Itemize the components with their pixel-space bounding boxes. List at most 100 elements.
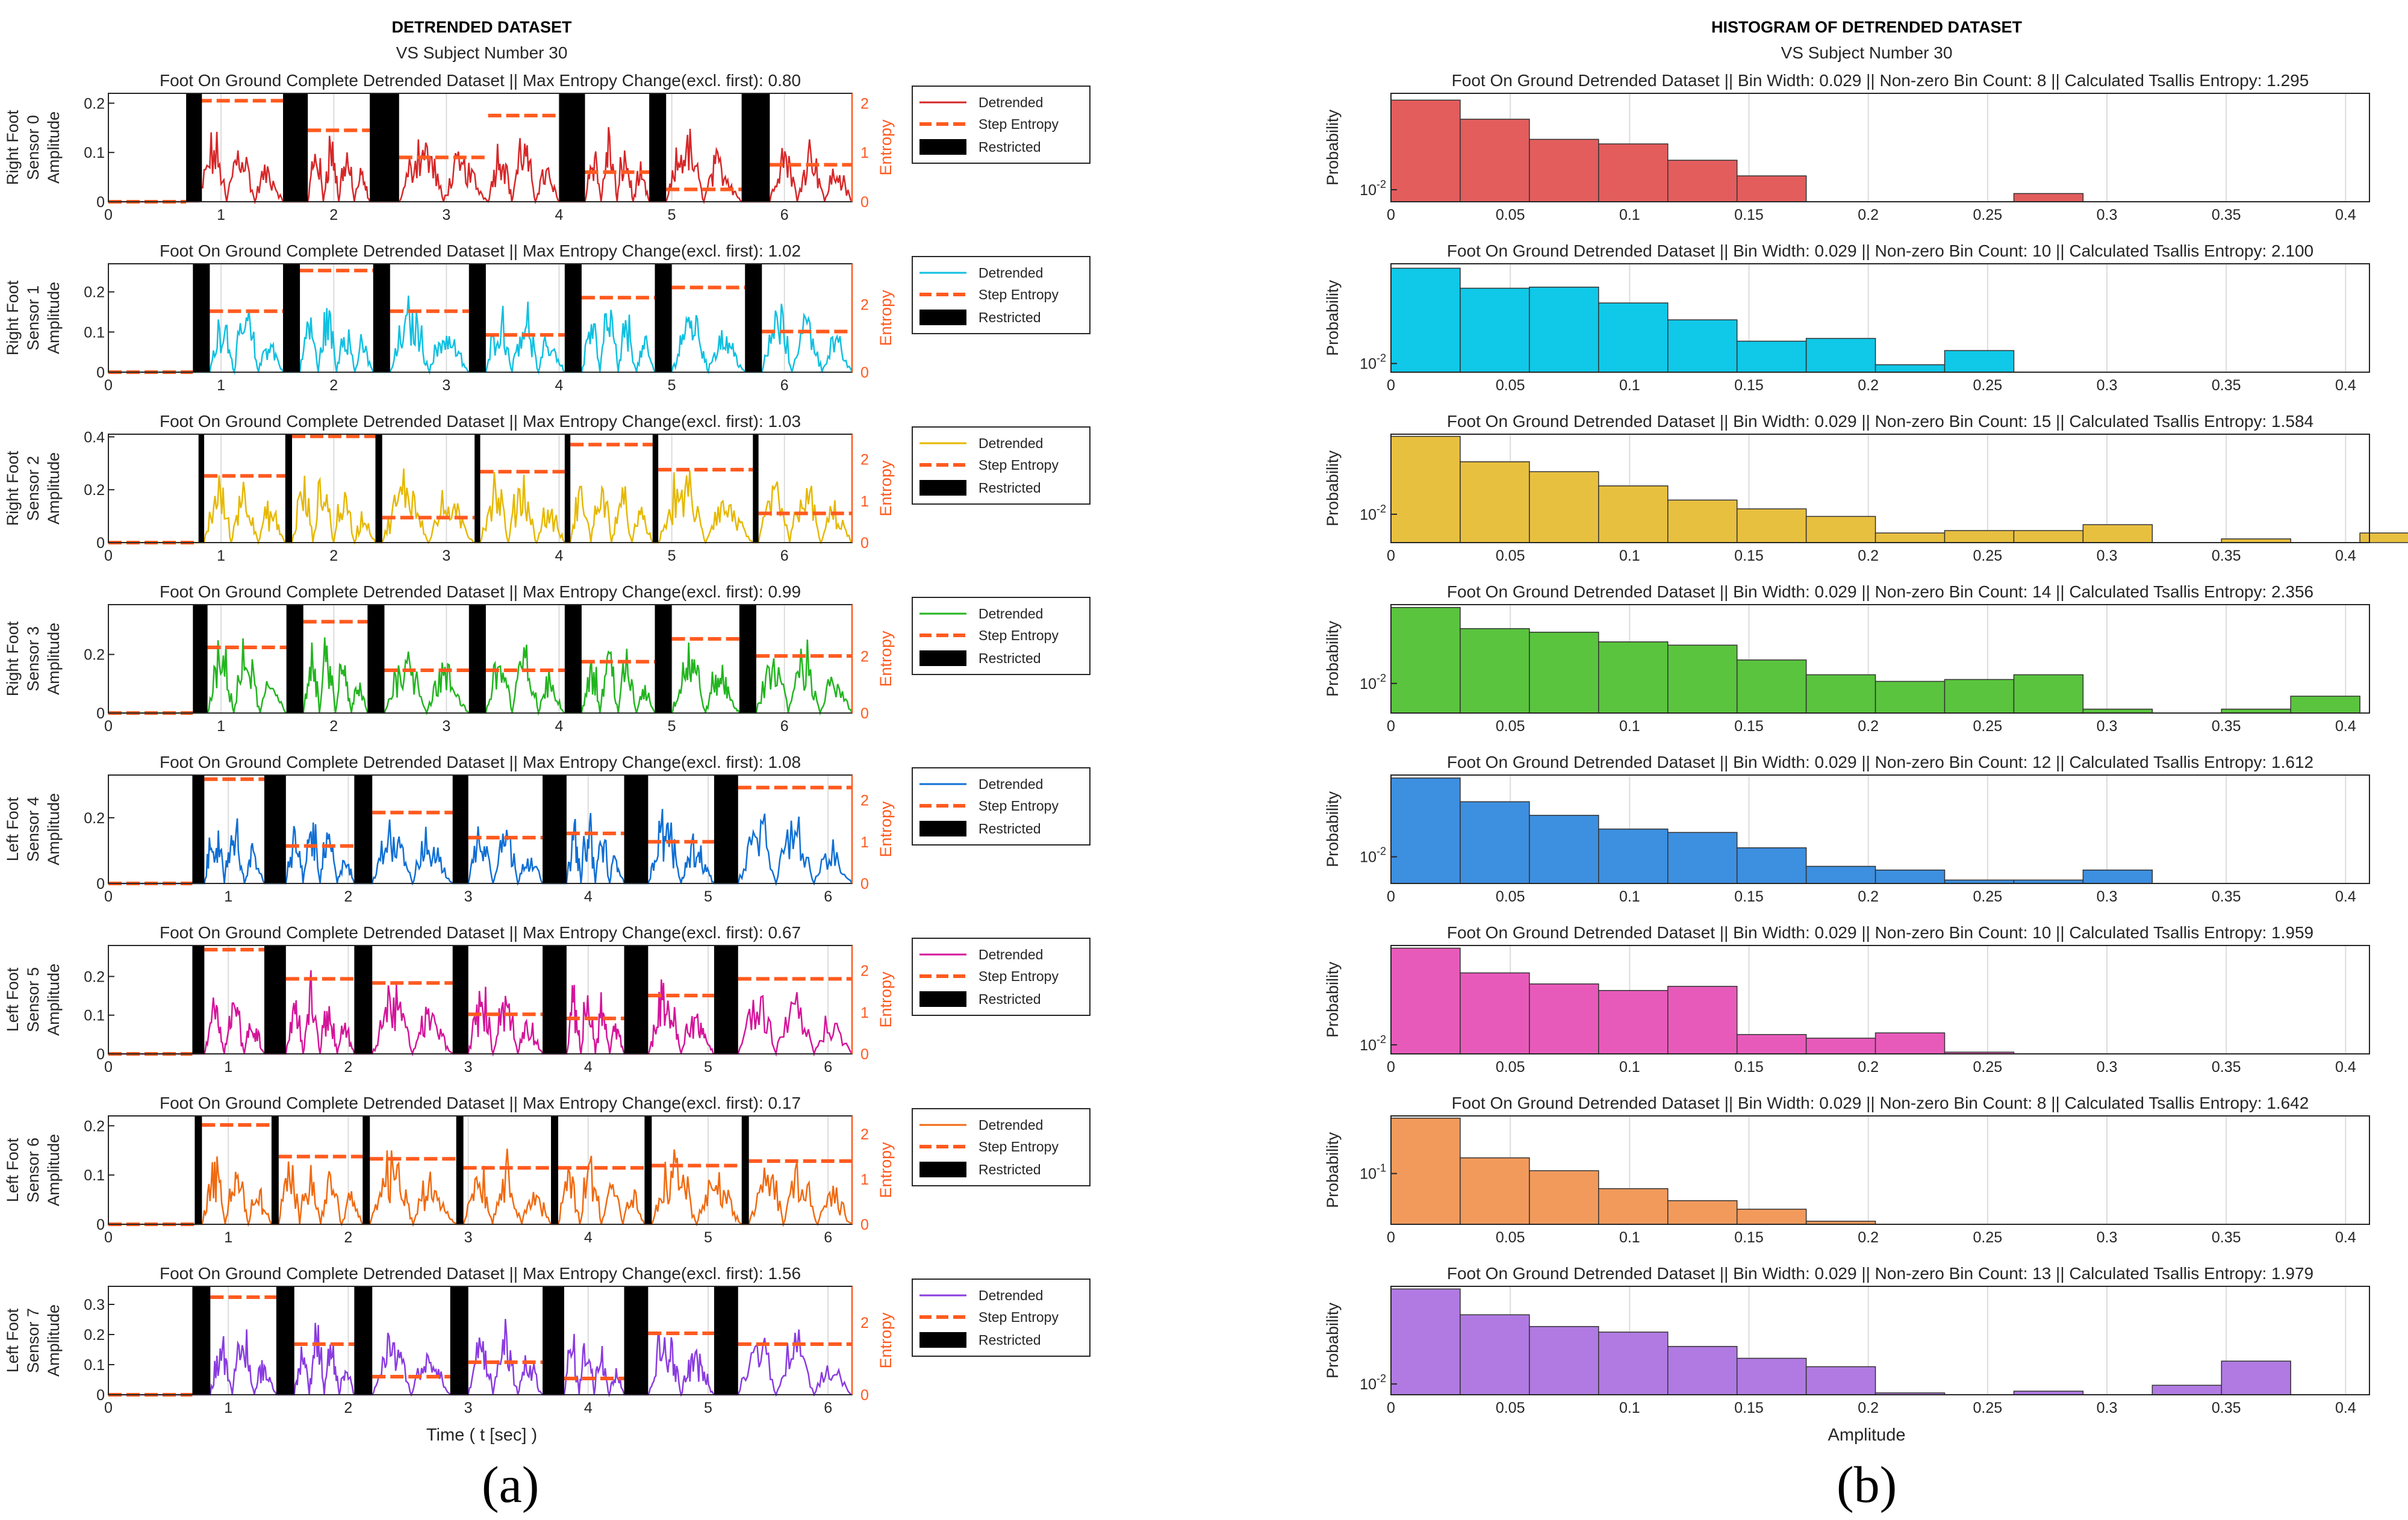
x-tick-label: 5 <box>704 1059 712 1076</box>
histogram-bar <box>1460 628 1530 714</box>
restricted-block <box>649 93 667 202</box>
x-tick-label: 0.2 <box>1858 377 1879 394</box>
x-tick-label: 1 <box>224 888 232 905</box>
restricted-block <box>652 434 659 543</box>
x-tick-label: 4 <box>584 1059 593 1076</box>
x-tick-label: 6 <box>780 718 789 735</box>
x-tick-label: 1 <box>217 547 225 564</box>
entropy-tick-label: 0 <box>860 876 869 892</box>
histogram-bar <box>1736 1034 1807 1054</box>
restricted-block <box>468 264 486 372</box>
x-tick-label: 0.25 <box>1973 1229 2003 1246</box>
x-tick-label: 0.4 <box>2335 718 2356 735</box>
entropy-tick-label: 0 <box>860 705 869 722</box>
subplot-title: Foot On Ground Complete Detrended Datase… <box>160 1264 801 1283</box>
x-tick-label: 3 <box>464 1059 473 1076</box>
x-tick-label: 1 <box>217 207 225 223</box>
y-axis-label: Probability <box>1324 450 1342 526</box>
entropy-axis-label: Entropy <box>877 631 895 687</box>
histogram-bar <box>1529 1170 1599 1225</box>
histogram-bar <box>1667 832 1738 884</box>
x-tick-label: 4 <box>555 207 564 223</box>
entropy-axis-label: Entropy <box>877 460 895 517</box>
x-tick-label: 0.1 <box>1619 207 1640 223</box>
histogram-title: Foot On Ground Detrended Dataset || Bin … <box>1447 753 2313 771</box>
x-tick-label: 1 <box>217 718 225 735</box>
y-tick-label: 10-2 <box>1360 178 1386 199</box>
restricted-block <box>264 775 286 883</box>
y-tick-label: 0.2 <box>84 95 105 112</box>
subplot-title: Foot On Ground Complete Detrended Datase… <box>160 1094 801 1112</box>
legend-swatch-restricted <box>919 480 966 496</box>
restricted-block <box>741 1116 749 1224</box>
x-tick-label: 0.15 <box>1734 888 1764 905</box>
restricted-block <box>452 945 468 1054</box>
y-axis-label: Right Foot <box>4 450 22 526</box>
entropy-axis-label: Entropy <box>877 119 895 176</box>
x-tick-label: 0.2 <box>1858 1400 1879 1416</box>
x-tick-label: 4 <box>584 1400 593 1416</box>
entropy-axis-label: Entropy <box>877 1142 895 1198</box>
histogram-0: Foot On Ground Detrended Dataset || Bin … <box>1324 71 2370 223</box>
y-tick-label: 10-2 <box>1360 503 1386 523</box>
x-tick-label: 0 <box>104 377 113 394</box>
left-xlabel: Time ( t [sec] ) <box>426 1425 537 1445</box>
restricted-block <box>714 775 738 883</box>
x-tick-label: 0.05 <box>1496 718 1525 735</box>
legend-swatch-restricted <box>919 650 966 666</box>
x-tick-label: 0 <box>1387 207 1395 223</box>
y-tick-label: 10-2 <box>1360 672 1386 693</box>
y-tick-label: 0 <box>96 1216 105 1233</box>
histogram-title: Foot On Ground Detrended Dataset || Bin … <box>1452 1094 2309 1112</box>
restricted-block <box>624 775 649 883</box>
restricted-block <box>354 775 373 883</box>
restricted-block <box>739 605 756 713</box>
x-tick-label: 4 <box>555 547 564 564</box>
x-tick-label: 0.4 <box>2335 547 2356 564</box>
x-tick-label: 0.35 <box>2212 888 2241 905</box>
histogram-bar <box>1529 815 1599 884</box>
histogram-bar <box>1529 139 1599 202</box>
restricted-block <box>474 434 481 543</box>
x-tick-label: 0 <box>1387 1400 1395 1416</box>
legend-swatch-restricted <box>919 310 966 325</box>
histogram-bar <box>1598 302 1669 373</box>
histogram-6: Foot On Ground Detrended Dataset || Bin … <box>1324 1094 2370 1246</box>
subplot-title: Foot On Ground Complete Detrended Datase… <box>160 412 801 431</box>
histogram-bar <box>1667 1200 1738 1225</box>
y-tick-label: 0 <box>96 1387 105 1404</box>
y-tick-label: 0.3 <box>84 1297 105 1313</box>
y-axis-label: Amplitude <box>45 623 63 695</box>
x-tick-label: 0.25 <box>1973 718 2003 735</box>
x-tick-label: 0.15 <box>1734 1229 1764 1246</box>
legend-label-detrended: Detrended <box>978 776 1043 792</box>
y-tick-label: 0.2 <box>84 1118 105 1135</box>
x-tick-label: 3 <box>464 1229 473 1246</box>
axes-box <box>1390 1286 2370 1395</box>
histogram-bar <box>1736 175 1807 202</box>
x-tick-label: 0.4 <box>2335 377 2356 394</box>
y-axis-label: Probability <box>1324 1132 1342 1208</box>
legend-swatch-restricted <box>919 1162 966 1177</box>
x-tick-label: 2 <box>329 377 338 394</box>
x-tick-label: 0.3 <box>2097 377 2118 394</box>
x-tick-label: 0.2 <box>1858 547 1879 564</box>
histogram-bar <box>1598 1332 1669 1395</box>
y-axis-label: Sensor 1 <box>24 285 42 350</box>
restricted-block <box>192 945 205 1054</box>
y-tick-label: 0.4 <box>84 429 105 446</box>
histogram-bar <box>1460 1157 1530 1225</box>
y-tick-label: 0 <box>96 364 105 381</box>
x-tick-label: 0.05 <box>1496 377 1525 394</box>
histogram-bar <box>1944 350 2015 373</box>
histogram-title: Foot On Ground Detrended Dataset || Bin … <box>1447 923 2313 942</box>
subplot-title: Foot On Ground Complete Detrended Datase… <box>160 71 801 90</box>
histogram-bar <box>1390 435 1461 543</box>
histogram-bar <box>1736 659 1807 714</box>
restricted-block <box>564 264 582 372</box>
legend-label-restricted: Restricted <box>978 650 1041 666</box>
histogram-title: Foot On Ground Detrended Dataset || Bin … <box>1452 71 2309 90</box>
y-axis-label: Left Foot <box>4 1308 22 1372</box>
restricted-block <box>655 264 672 372</box>
y-tick-label: 0.1 <box>84 324 105 341</box>
